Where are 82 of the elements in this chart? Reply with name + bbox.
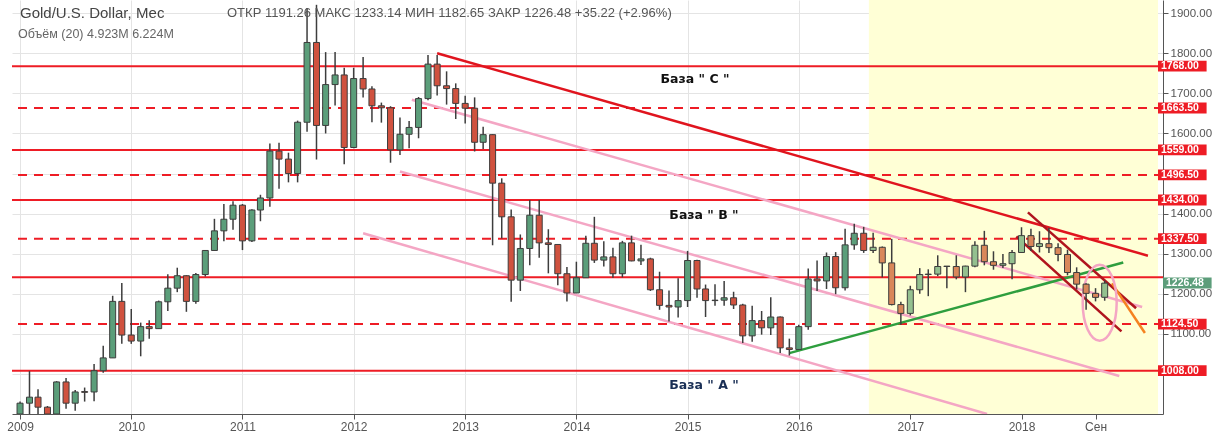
y-tick-label: 1300.00 — [1170, 247, 1212, 260]
candlestick — [452, 82, 460, 120]
candlestick — [656, 270, 664, 311]
text: 1226.48 — [1166, 276, 1205, 288]
candlestick — [850, 222, 858, 251]
candlestick — [210, 218, 218, 252]
candlestick — [628, 234, 636, 263]
candlestick — [62, 377, 70, 410]
annotation: Объём (20) 4.923M 6.224M — [18, 27, 174, 41]
candlestick — [377, 101, 385, 124]
candlestick — [127, 308, 135, 345]
candlestick — [284, 151, 292, 184]
candlestick — [90, 363, 98, 402]
candlestick — [137, 321, 145, 358]
candlestick — [906, 285, 914, 317]
ref-line-label: 1124.50 — [1161, 317, 1199, 330]
candlestick — [443, 70, 451, 106]
ref-line-label: 1559.00 — [1161, 142, 1200, 155]
candlestick — [331, 51, 339, 107]
ref-line-label: 1008.00 — [1161, 363, 1200, 376]
candlestick — [590, 216, 598, 264]
candlestick — [878, 245, 886, 279]
candlestick — [795, 323, 803, 351]
candlestick — [758, 310, 766, 336]
candlestick — [934, 254, 942, 277]
candlestick — [1082, 282, 1090, 311]
candlestick — [637, 244, 645, 266]
chart-title: Gold/U.S. Dollar, Мес — [20, 4, 165, 21]
x-tick-label: 2015 — [674, 419, 702, 434]
x-tick-label: 2014 — [563, 419, 591, 434]
candlestick — [748, 305, 756, 343]
candlestick — [99, 345, 107, 374]
annotation: База " B " — [669, 207, 739, 222]
annotation: База " A " — [669, 377, 739, 392]
candlestick — [767, 296, 775, 336]
candlestick — [600, 240, 608, 268]
y-tick-label: 1200.00 — [1170, 287, 1212, 300]
ref-line-label: 1768.00 — [1161, 59, 1200, 72]
annotation: База " C " — [660, 71, 730, 86]
x-tick-label: 2013 — [452, 419, 480, 434]
ref-line-label: 1434.00 — [1161, 192, 1200, 205]
candlestick — [897, 301, 905, 326]
candlestick — [952, 254, 960, 281]
candlestick — [961, 264, 969, 293]
candlestick — [980, 230, 988, 267]
candlestick — [145, 319, 153, 340]
y-tick-label: 1700.00 — [1170, 86, 1212, 99]
candlestick — [164, 273, 172, 312]
ref-line-label: 1496.50 — [1161, 167, 1200, 180]
candlestick — [989, 250, 997, 271]
y-tick-label: 1100.00 — [1170, 327, 1212, 340]
candlestick — [924, 268, 932, 297]
candlestick — [971, 240, 979, 269]
candlestick — [1101, 279, 1109, 302]
candlestick — [860, 226, 868, 254]
x-tick-label: 2017 — [897, 419, 925, 434]
candlestick — [943, 265, 951, 289]
candlestick — [1018, 226, 1026, 254]
y-tick-label: 1900.00 — [1170, 6, 1212, 19]
candlestick — [461, 95, 469, 125]
candlestick — [869, 232, 877, 254]
candlestick — [609, 246, 617, 279]
candlestick — [572, 260, 580, 294]
candlestick — [1073, 266, 1081, 291]
candlestick — [71, 389, 79, 412]
y-tick-label: 1800.00 — [1170, 46, 1212, 59]
candlestick — [916, 267, 924, 295]
candlestick — [1064, 248, 1072, 277]
x-tick-label: 2011 — [230, 419, 257, 434]
candlestick — [563, 266, 571, 303]
x-tick-label: 2016 — [785, 419, 813, 434]
ref-line-label: 1337.50 — [1161, 231, 1200, 244]
y-tick-label: 1600.00 — [1170, 126, 1212, 139]
x-tick-label: 2018 — [1008, 419, 1036, 434]
x-tick-label: 2012 — [340, 419, 368, 434]
candlestick — [173, 266, 181, 293]
y-tick-label: 1400.00 — [1170, 207, 1212, 220]
x-tick-label: 2010 — [118, 419, 146, 434]
x-tick-label: Сен — [1085, 419, 1108, 434]
ref-line-label: 1663.50 — [1161, 101, 1200, 114]
candlestick — [544, 228, 552, 275]
x-tick-label: 2009 — [7, 419, 35, 434]
